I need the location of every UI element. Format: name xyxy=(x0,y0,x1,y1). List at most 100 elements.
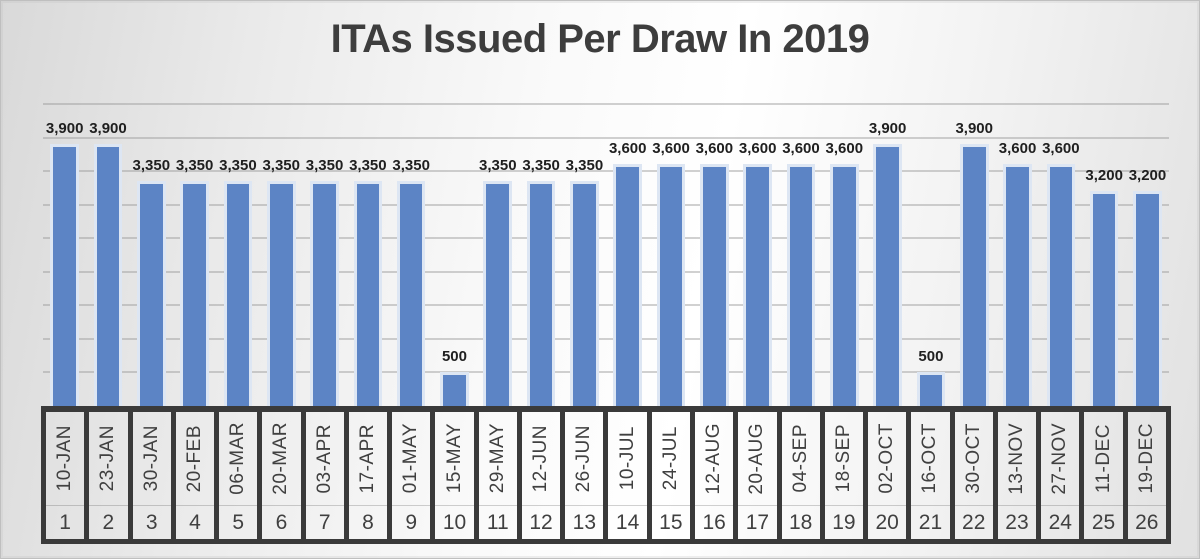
x-axis-cell: 12-JUN 12 xyxy=(521,412,566,539)
x-axis-draw-number: 25 xyxy=(1091,510,1116,534)
x-axis-cell: 16-OCT 21 xyxy=(911,412,955,539)
bar-column: 500 xyxy=(433,104,476,406)
bar xyxy=(656,164,686,406)
bar-column: 3,900 xyxy=(43,104,86,406)
x-axis-cell: 19-DEC 26 xyxy=(1127,412,1166,539)
x-axis-cell: 18-SEP 19 xyxy=(824,412,869,539)
x-axis-table: 10-JAN 1 23-JAN 2 30-JAN 3 20-FEB 4 06-MAR 5 20-MA… xyxy=(41,406,1171,544)
x-axis-cell: 01-MAY 9 xyxy=(392,412,436,539)
x-axis-draw-number: 19 xyxy=(832,510,856,534)
bar xyxy=(1003,164,1032,406)
bar xyxy=(353,181,383,406)
x-axis-date: 03-APR xyxy=(305,412,344,506)
bar-column: 3,350 xyxy=(476,104,519,406)
x-axis-date-label: 30-JAN xyxy=(140,425,162,492)
x-axis-date-label: 26-JUN xyxy=(573,424,595,493)
x-axis-date: 19-DEC xyxy=(1127,412,1166,506)
bar-column: 3,350 xyxy=(519,104,562,406)
bar xyxy=(526,181,556,406)
x-axis-date: 02-OCT xyxy=(868,412,907,506)
x-axis-draw-number: 22 xyxy=(962,510,986,534)
bar-value-label: 3,600 xyxy=(608,140,647,158)
x-axis-draw-number: 14 xyxy=(615,510,640,534)
bar xyxy=(180,181,209,406)
bar-column: 3,600 xyxy=(779,104,822,406)
x-axis-date-label: 04-SEP xyxy=(789,424,811,493)
x-axis-date: 17-APR xyxy=(348,412,388,506)
bar xyxy=(136,181,166,406)
x-axis-date-label: 20-MAR xyxy=(270,422,292,495)
bar xyxy=(959,144,989,406)
x-axis-date: 12-AUG xyxy=(694,412,734,506)
bar-column: 3,350 xyxy=(303,104,346,406)
bar-value-label: 3,900 xyxy=(955,120,993,138)
bar-column: 3,200 xyxy=(1083,104,1126,406)
x-axis-date-label: 24-JUL xyxy=(659,426,681,491)
x-axis-date-label: 10-JAN xyxy=(54,425,76,492)
x-axis-cell: 29-MAY 11 xyxy=(478,412,522,539)
x-axis-date: 04-SEP xyxy=(781,412,820,506)
x-axis-date-label: 29-MAY xyxy=(486,423,508,494)
x-axis-date-label: 19-DEC xyxy=(1135,423,1157,494)
bar xyxy=(743,164,772,406)
bar-column: 3,350 xyxy=(216,104,259,406)
bar xyxy=(570,181,599,406)
x-axis-cell: 12-AUG 16 xyxy=(694,412,739,539)
x-axis-cell: 13-NOV 23 xyxy=(997,412,1042,539)
bar-column: 3,600 xyxy=(606,104,649,406)
x-axis-date-label: 20-AUG xyxy=(746,422,768,495)
bar-value-label: 3,350 xyxy=(219,157,257,175)
x-axis-draw-number: 1 xyxy=(59,510,71,534)
x-axis-date: 18-SEP xyxy=(824,412,864,506)
x-axis-cell: 03-APR 7 xyxy=(305,412,349,539)
x-axis-cell: 20-FEB 4 xyxy=(175,412,220,539)
x-axis-cell: 17-APR 8 xyxy=(348,412,393,539)
bar xyxy=(700,164,729,406)
x-axis-draw-number: 18 xyxy=(788,510,813,534)
x-axis-date-label: 30-OCT xyxy=(962,423,984,494)
bar-column: 3,600 xyxy=(693,104,736,406)
bar-column: 3,350 xyxy=(173,104,216,406)
x-axis-draw-number: 15 xyxy=(659,510,683,534)
x-axis-date-label: 12-AUG xyxy=(703,422,725,495)
bar-column: 3,350 xyxy=(130,104,173,406)
bar-value-label: 3,350 xyxy=(305,157,344,175)
x-axis-cell: 27-NOV 24 xyxy=(1041,412,1085,539)
bar-column: 3,600 xyxy=(823,104,866,406)
bar-column: 3,350 xyxy=(260,104,303,406)
x-axis-cell: 26-JUN 13 xyxy=(565,412,609,539)
x-axis-date-label: 11-DEC xyxy=(1092,423,1114,494)
bar-value-label: 3,350 xyxy=(479,157,517,175)
x-axis-date-label: 16-OCT xyxy=(919,423,941,494)
bar xyxy=(786,164,816,406)
x-axis-draw-number: 26 xyxy=(1135,510,1159,534)
bar-value-label: 500 xyxy=(441,348,467,366)
x-axis-date: 01-MAY xyxy=(392,412,431,506)
bar xyxy=(266,181,296,406)
x-axis-draw-number: 13 xyxy=(572,510,596,534)
bar xyxy=(50,144,79,406)
x-axis-cell: 06-MAR 5 xyxy=(219,412,263,539)
x-axis-cell: 20-MAR 6 xyxy=(262,412,306,539)
x-axis-date-label: 17-APR xyxy=(356,423,378,494)
bar-column: 3,900 xyxy=(953,104,996,406)
x-axis-date: 11-DEC xyxy=(1084,412,1123,506)
bar-column: 3,200 xyxy=(1126,104,1169,406)
x-axis-date: 16-OCT xyxy=(911,412,950,506)
x-axis-cell: 30-OCT 22 xyxy=(954,412,998,539)
x-axis-draw-number: 21 xyxy=(918,510,943,534)
bar-value-label: 3,200 xyxy=(1085,167,1123,185)
x-axis-draw-number: 8 xyxy=(362,510,374,534)
x-axis-date: 30-JAN xyxy=(132,412,171,506)
bar-value-label: 3,600 xyxy=(825,140,864,158)
x-axis-cell: 04-SEP 18 xyxy=(781,412,825,539)
bar-value-label: 3,350 xyxy=(262,157,300,175)
x-axis-date-label: 12-JUN xyxy=(530,424,552,493)
bar-column: 3,600 xyxy=(736,104,779,406)
bar-column: 3,600 xyxy=(1039,104,1082,406)
bar-value-label: 500 xyxy=(918,348,944,366)
x-axis-draw-number: 16 xyxy=(702,510,726,534)
x-axis-date-label: 06-MAR xyxy=(227,422,249,495)
x-axis-date-label: 02-OCT xyxy=(876,423,898,494)
